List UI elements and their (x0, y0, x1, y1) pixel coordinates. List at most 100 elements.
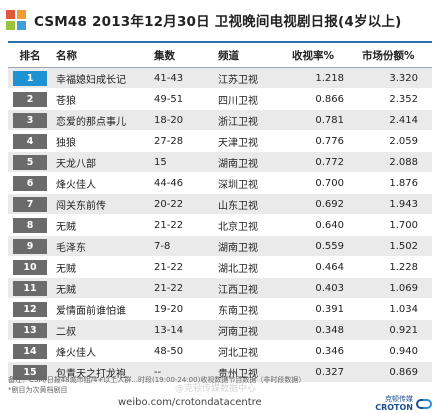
cell-name: 无贼 (52, 277, 150, 299)
cell-share: 2.352 (358, 88, 432, 110)
cell-name: 闯关东前传 (52, 193, 150, 215)
table-row: 13 二叔 13-14 河南卫视 0.348 0.921 (8, 319, 432, 341)
cell-episodes: 18-20 (150, 109, 214, 131)
rank-badge: 15 (13, 364, 47, 380)
weibo-watermark: @克顿传媒数据中心 (175, 384, 257, 394)
cell-name: 毛泽东 (52, 235, 150, 257)
cell-share: 0.921 (358, 319, 432, 341)
cell-channel: 湖南卫视 (214, 151, 288, 173)
cell-channel: 山东卫视 (214, 193, 288, 215)
rank-badge: 2 (13, 91, 47, 107)
cell-name: 幸福媳妇成长记 (52, 67, 150, 89)
table-row: 2 苍狼 49-51 四川卫视 0.866 2.352 (8, 88, 432, 110)
table-row: 1 幸福媳妇成长记 41-43 江苏卫视 1.218 3.320 (8, 67, 432, 89)
column-header-channel: 频道 (214, 41, 288, 68)
rank-badge: 3 (13, 112, 47, 128)
cell-rank: 15 (8, 361, 52, 383)
cell-name: 苍狼 (52, 88, 150, 110)
cell-share: 2.414 (358, 109, 432, 131)
cell-channel: 贵州卫视 (214, 361, 288, 383)
cell-channel: 北京卫视 (214, 214, 288, 236)
footnote-line-2: *剧目为次黄档剧目 (8, 386, 68, 394)
report-header: CSM48 2013年12月30日 卫视晚间电视剧日报(4岁以上) (0, 0, 440, 40)
column-header-episodes: 集数 (150, 41, 214, 68)
footnote: 备注：CSM/日报48城市组/4+以上人群...时段(19:00-24:00)收… (8, 375, 432, 395)
cell-rank: 11 (8, 277, 52, 299)
cell-channel: 江西卫视 (214, 277, 288, 299)
rank-badge: 13 (13, 322, 47, 338)
cell-rating: 0.346 (288, 340, 358, 362)
cell-episodes: 20-22 (150, 193, 214, 215)
cell-rank: 5 (8, 151, 52, 173)
cell-channel: 天津卫视 (214, 130, 288, 152)
rank-badge: 1 (13, 70, 47, 86)
cell-name: 爱情面前谁怕谁 (52, 298, 150, 320)
csm-logo-icon (6, 10, 26, 30)
table-row: 9 毛泽东 7-8 湖南卫视 0.559 1.502 (8, 235, 432, 257)
cell-rank: 6 (8, 172, 52, 194)
cell-channel: 湖北卫视 (214, 256, 288, 278)
column-header-rank: 排名 (8, 41, 52, 68)
cell-rating: 0.391 (288, 298, 358, 320)
cell-episodes: 49-51 (150, 88, 214, 110)
table-header-row: 排名 名称 集数 频道 收视率% 市场份额% (8, 41, 432, 68)
table-row: 7 闯关东前传 20-22 山东卫视 0.692 1.943 (8, 193, 432, 215)
cell-name: 烽火佳人 (52, 172, 150, 194)
cell-episodes: 27-28 (150, 130, 214, 152)
weibo-url: weibo.com/crotondatacentre (118, 397, 262, 408)
table-row: 11 无贼 21-22 江西卫视 0.403 1.069 (8, 277, 432, 299)
cell-episodes: 21-22 (150, 256, 214, 278)
cell-rating: 0.700 (288, 172, 358, 194)
cell-channel: 东南卫视 (214, 298, 288, 320)
column-header-share: 市场份额% (358, 41, 432, 68)
cell-share: 1.943 (358, 193, 432, 215)
rank-badge: 4 (13, 133, 47, 149)
cell-name: 恋爱的那点事儿 (52, 109, 150, 131)
cell-episodes: -- (150, 361, 214, 383)
cell-share: 3.320 (358, 67, 432, 89)
rank-badge: 5 (13, 154, 47, 170)
brand-name-cn: 克顿传媒 (385, 395, 413, 403)
brand-name-en: CROTON (375, 403, 413, 412)
cell-share: 1.228 (358, 256, 432, 278)
cell-rating: 0.772 (288, 151, 358, 173)
cell-rating: 1.218 (288, 67, 358, 89)
rank-badge: 14 (13, 343, 47, 359)
rank-badge: 6 (13, 175, 47, 191)
cell-share: 1.034 (358, 298, 432, 320)
rank-badge: 7 (13, 196, 47, 212)
table-row: 12 爱情面前谁怕谁 19-20 东南卫视 0.391 1.034 (8, 298, 432, 320)
cell-rating: 0.692 (288, 193, 358, 215)
cell-channel: 河南卫视 (214, 319, 288, 341)
table-row: 3 恋爱的那点事儿 18-20 浙江卫视 0.781 2.414 (8, 109, 432, 131)
cell-name: 无贼 (52, 256, 150, 278)
ratings-table: 排名 名称 集数 频道 收视率% 市场份额% 1 幸福媳妇成长记 41-43 江苏卫视… (8, 41, 432, 383)
cell-episodes: 48-50 (150, 340, 214, 362)
cell-rating: 0.559 (288, 235, 358, 257)
footer-bar: weibo.com/crotondatacentre 克顿传媒 CROTON (0, 395, 440, 413)
cell-rank: 13 (8, 319, 52, 341)
cell-episodes: 7-8 (150, 235, 214, 257)
cell-channel: 河北卫视 (214, 340, 288, 362)
cell-name: 二叔 (52, 319, 150, 341)
cell-rank: 4 (8, 130, 52, 152)
table-row: 15 包青天之打龙袍 -- 贵州卫视 0.327 0.869 (8, 361, 432, 383)
cell-episodes: 44-46 (150, 172, 214, 194)
table-row: 10 无贼 21-22 湖北卫视 0.464 1.228 (8, 256, 432, 278)
cell-name: 包青天之打龙袍 (52, 361, 150, 383)
cell-share: 2.059 (358, 130, 432, 152)
cell-rank: 10 (8, 256, 52, 278)
cell-rank: 2 (8, 88, 52, 110)
cell-rating: 0.348 (288, 319, 358, 341)
cell-rank: 3 (8, 109, 52, 131)
cell-channel: 四川卫视 (214, 88, 288, 110)
cell-channel: 湖南卫视 (214, 235, 288, 257)
cell-episodes: 41-43 (150, 67, 214, 89)
cell-share: 1.876 (358, 172, 432, 194)
cell-rank: 8 (8, 214, 52, 236)
ratings-table-container: 排名 名称 集数 频道 收视率% 市场份额% 1 幸福媳妇成长记 41-43 江苏卫视… (8, 41, 432, 383)
cell-share: 1.502 (358, 235, 432, 257)
cell-name: 无贼 (52, 214, 150, 236)
cell-share: 0.940 (358, 340, 432, 362)
cell-share: 1.069 (358, 277, 432, 299)
